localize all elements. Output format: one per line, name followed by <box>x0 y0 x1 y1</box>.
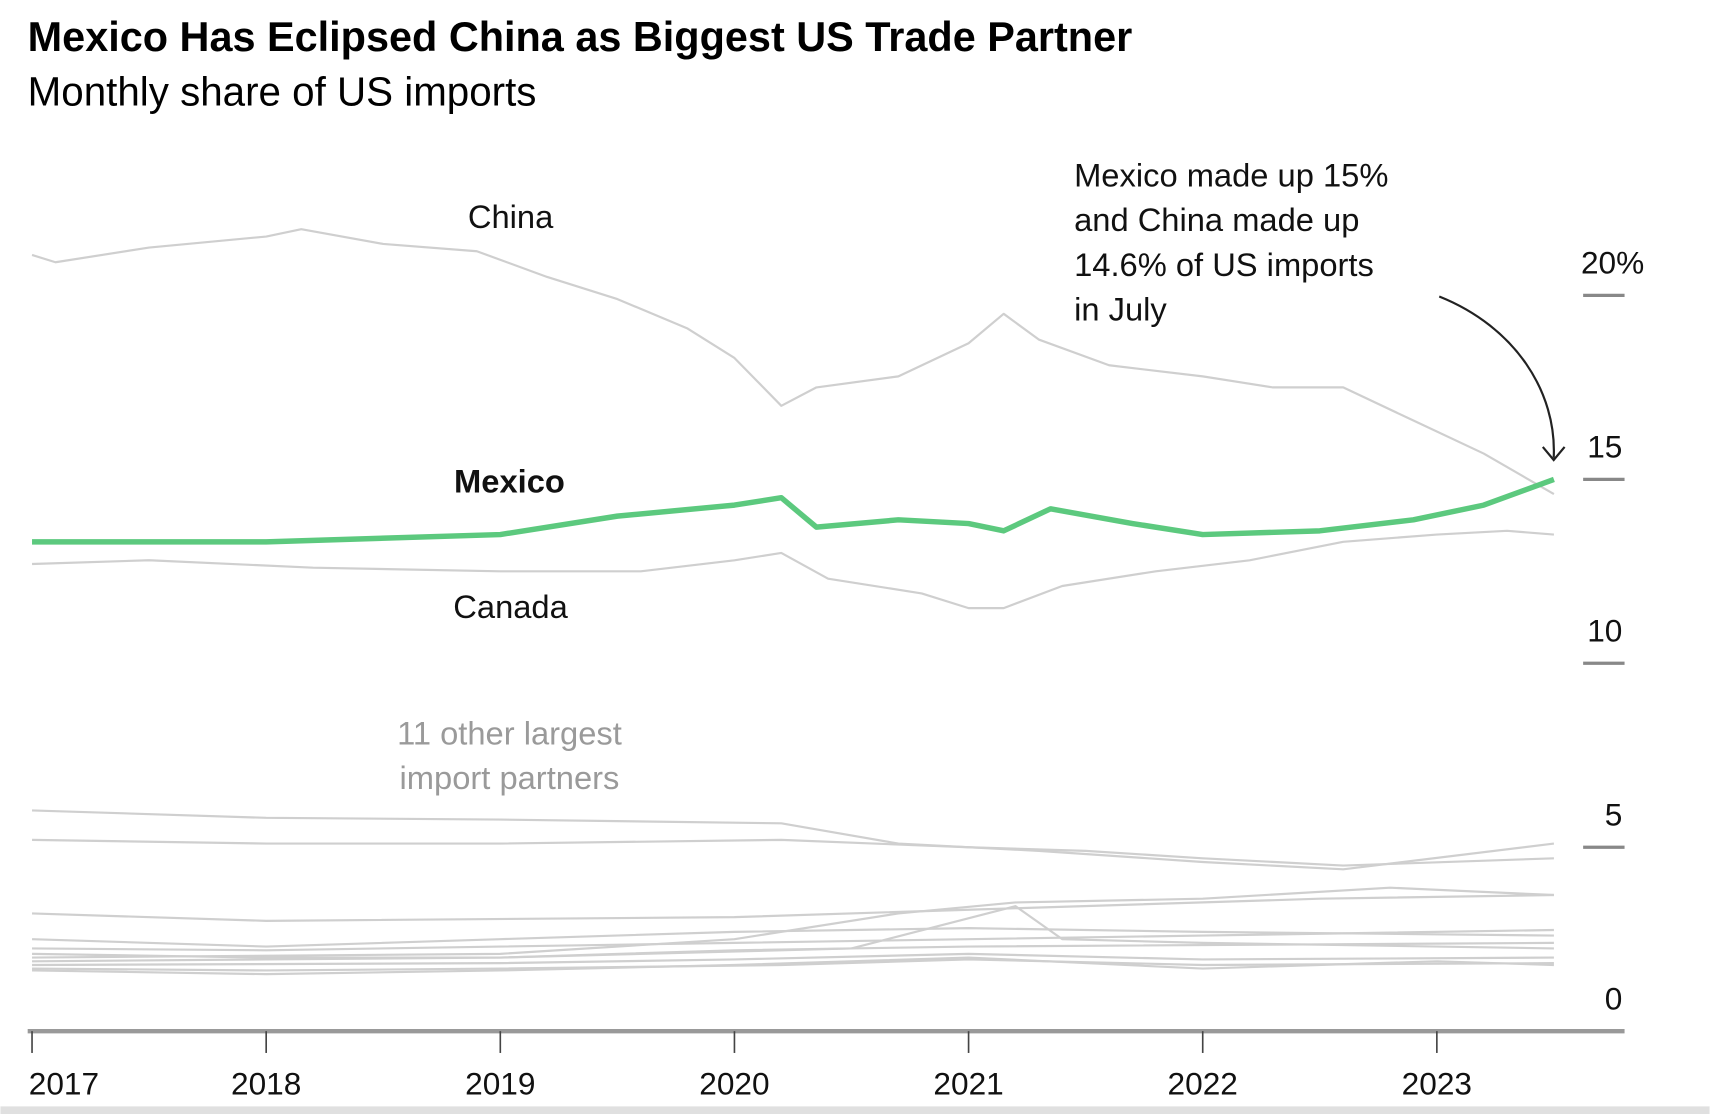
series-line-other <box>32 905 1554 959</box>
y-axis: 0 5 10 15 20% <box>1581 245 1644 1017</box>
x-tick-label: 2023 <box>1402 1065 1472 1101</box>
annotation-arrowhead-icon <box>1541 446 1566 462</box>
y-tick-label: 0 <box>1605 980 1623 1016</box>
annotation-line-2: and China made up <box>1074 201 1359 238</box>
x-tick-label: 2018 <box>231 1065 301 1101</box>
y-tick-label: 15 <box>1587 429 1622 465</box>
frame-bottom-edge <box>0 1106 1710 1114</box>
series-line-other <box>32 893 1554 922</box>
series-line-other <box>32 838 1554 867</box>
y-tick-label: 20% <box>1581 245 1644 281</box>
series-line-other <box>32 927 1554 948</box>
chart-subtitle: Monthly share of US imports <box>28 69 537 115</box>
series-line-canada <box>32 529 1555 610</box>
series-line-other <box>32 956 1554 976</box>
annotation-arrow <box>1438 295 1555 458</box>
series-line-other <box>32 958 1554 972</box>
x-tick-label: 2020 <box>699 1065 769 1101</box>
series-line-other <box>32 952 1554 967</box>
label-canada: Canada <box>453 588 568 625</box>
x-axis: 2017 2018 2019 2020 2021 2022 2023 <box>27 1028 1625 1101</box>
y-tick-label: 10 <box>1587 612 1622 648</box>
annotation-line-3: 14.6% of US imports <box>1074 246 1374 283</box>
x-tick-label: 2022 <box>1168 1065 1238 1101</box>
annotation-line-1: Mexico made up 15% <box>1074 156 1388 193</box>
x-tick-label: 2019 <box>465 1065 535 1101</box>
main-series-lines <box>31 228 1555 610</box>
label-mexico: Mexico <box>454 463 565 500</box>
series-line-mexico <box>32 476 1555 545</box>
series-line-other <box>32 941 1554 963</box>
label-other-line1: 11 other largest <box>397 714 622 751</box>
label-other-line2: import partners <box>400 759 620 796</box>
x-tick-label: 2021 <box>933 1065 1003 1101</box>
other-series-lines <box>32 809 1555 976</box>
x-tick-label: 2017 <box>29 1065 99 1101</box>
series-line-china <box>31 228 1555 496</box>
chart-title: Mexico Has Eclipsed China as Biggest US … <box>28 14 1133 60</box>
y-tick-label: 5 <box>1605 796 1623 832</box>
annotation-line-4: in July <box>1074 290 1167 327</box>
series-line-other <box>32 928 1554 952</box>
label-china: China <box>468 198 554 235</box>
annotation: Mexico made up 15% and China made up 14.… <box>1074 156 1566 462</box>
series-line-other <box>32 886 1554 959</box>
